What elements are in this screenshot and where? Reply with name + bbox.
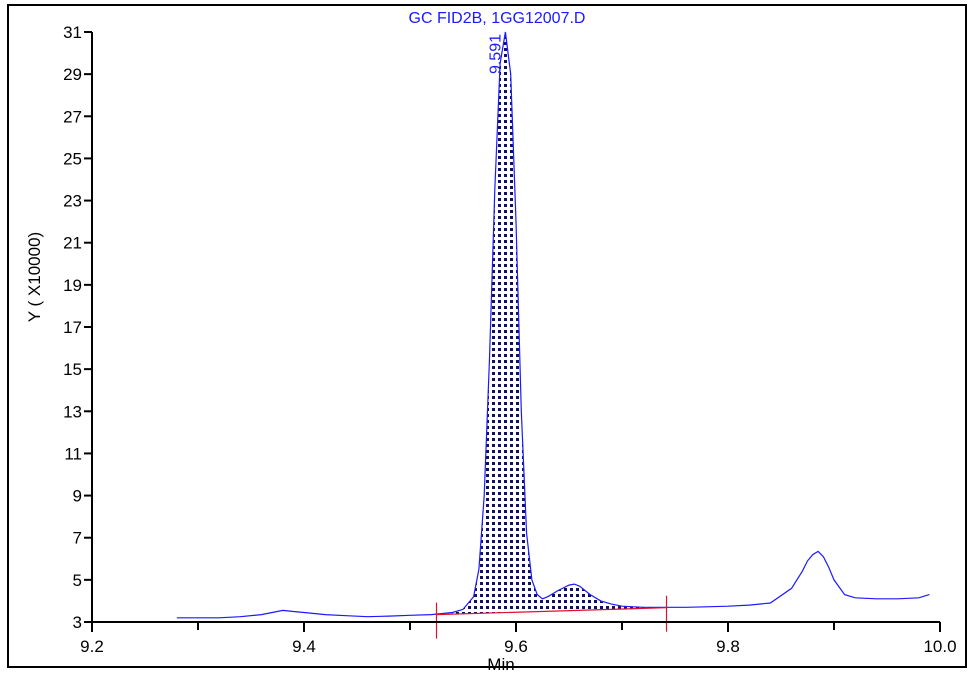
y-tick-label: 13 [63, 402, 82, 421]
y-tick-label: 7 [73, 529, 82, 548]
y-tick-label: 29 [63, 65, 82, 84]
y-tick-label: 17 [63, 318, 82, 337]
x-tick-label: 9.6 [504, 637, 528, 656]
y-tick-label: 5 [73, 571, 82, 590]
y-tick-label: 23 [63, 192, 82, 211]
peak-labels: 9.591 [487, 34, 504, 74]
x-tick-label: 9.8 [716, 637, 740, 656]
y-axis-label: Y ( X10000) [25, 232, 44, 322]
y-tick-label: 31 [63, 23, 82, 42]
peak-area-fill [452, 32, 667, 615]
chromatogram-trace [176, 31, 930, 619]
y-tick-label: 11 [64, 444, 82, 463]
y-tick-label: 21 [63, 234, 82, 253]
y-tick-label: 27 [63, 107, 82, 126]
y-tick-label: 19 [63, 276, 82, 295]
y-axis-ticks: 3 5 7 9 11 13 15 17 19 21 23 25 27 29 31 [63, 23, 92, 632]
x-tick-label: 9.4 [292, 637, 316, 656]
x-tick-label: 9.2 [80, 637, 104, 656]
y-tick-label: 15 [63, 360, 82, 379]
x-axis-ticks: 9.2 9.4 9.6 9.8 10.0 [80, 622, 957, 656]
y-tick-label: 9 [73, 487, 82, 506]
x-tick-label: 10.0 [923, 637, 956, 656]
y-tick-label: 3 [73, 613, 82, 632]
chart-title: GC FID2B, 1GG12007.D [409, 10, 586, 27]
peak-retention-label: 9.591 [487, 34, 504, 74]
integration-baseline [436, 607, 667, 616]
x-axis-label: Min [487, 655, 514, 674]
y-tick-label: 25 [63, 149, 82, 168]
